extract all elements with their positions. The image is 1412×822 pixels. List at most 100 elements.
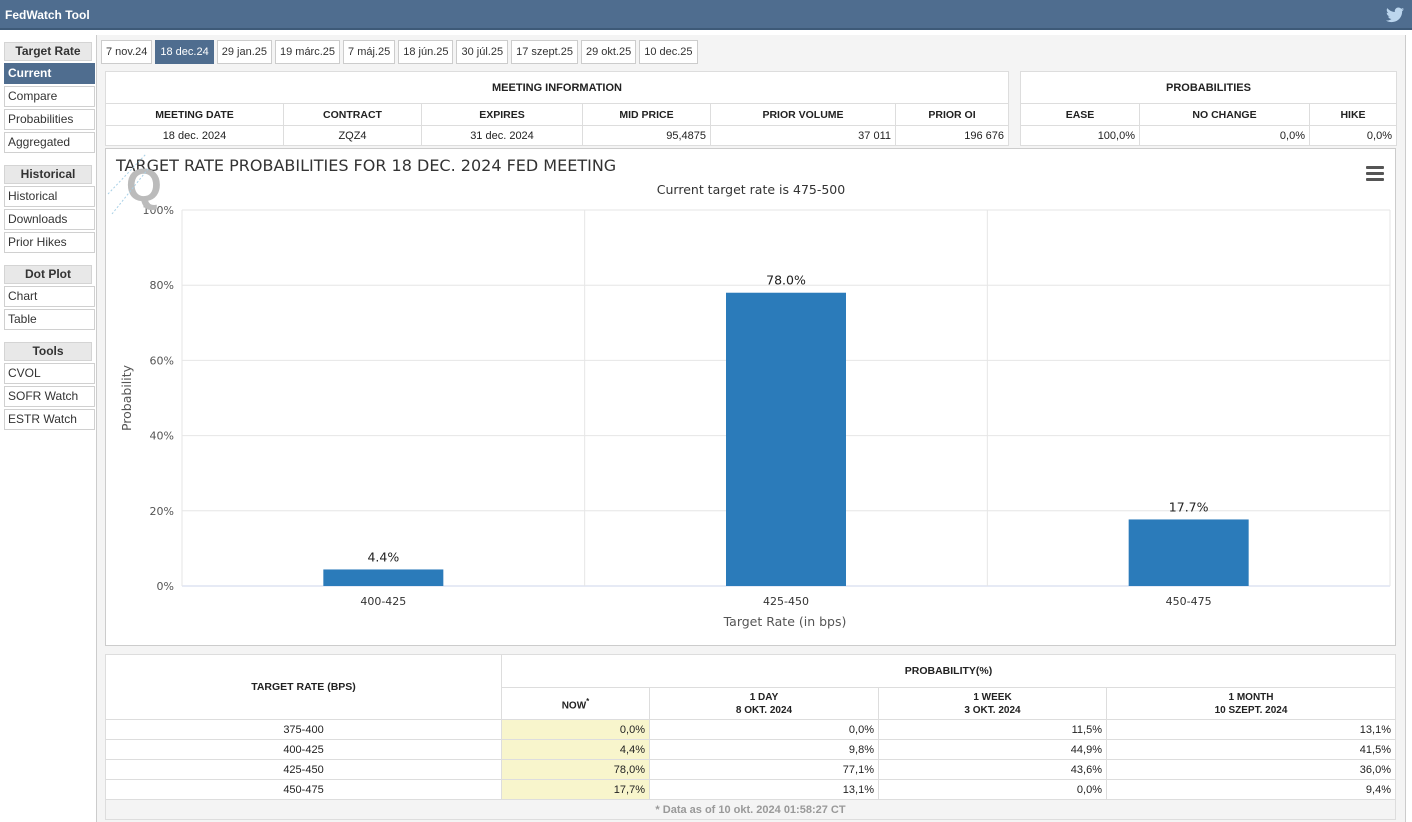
value-cell: 17,7% [501, 779, 650, 800]
table-row: 425-450 78,0% 77,1% 43,6% 36,0% [105, 759, 1396, 780]
y-tick-label: 60% [150, 354, 174, 367]
sidebar-header-target-rate[interactable]: Target Rate [4, 42, 92, 61]
tab-meeting-active[interactable]: 18 dec.24 [155, 40, 214, 64]
table-row: 450-475 17,7% 13,1% 0,0% 9,4% [105, 779, 1396, 800]
value-cell: 0,0% [878, 779, 1107, 800]
value-cell: 13,1% [1106, 719, 1396, 740]
data-timestamp-footnote: * Data as of 10 okt. 2024 01:58:27 CT [105, 800, 1396, 820]
column-header: EASE [1020, 103, 1140, 126]
hike-value: 0,0% [1309, 125, 1397, 146]
sidebar-item-current[interactable]: Current [4, 63, 95, 84]
column-header-now: NOW* [501, 687, 650, 720]
sidebar-item-sofr-watch[interactable]: SOFR Watch [4, 386, 95, 407]
probabilities-header: PROBABILITIES [1020, 71, 1397, 104]
sidebar-item-historical[interactable]: Historical [4, 186, 95, 207]
tab-meeting[interactable]: 19 márc.25 [274, 40, 341, 64]
value-cell: 36,0% [1106, 759, 1396, 780]
svg-text:Q: Q [126, 159, 162, 211]
tab-meeting[interactable]: 30 júl.25 [456, 40, 509, 64]
bar [323, 569, 444, 586]
y-tick-label: 100% [143, 204, 174, 217]
tab-meeting[interactable]: 29 okt.25 [580, 40, 637, 64]
column-header: HIKE [1309, 103, 1397, 126]
sidebar-item-compare[interactable]: Compare [4, 86, 95, 107]
no-change-value: 0,0% [1139, 125, 1310, 146]
chart-title: TARGET RATE PROBABILITIES FOR 18 DEC. 20… [115, 156, 616, 175]
tab-meeting[interactable]: 18 jún.25 [398, 40, 454, 64]
tab-meeting[interactable]: 7 máj.25 [343, 40, 396, 64]
column-header: CONTRACT [283, 103, 422, 126]
probabilities-table: PROBABILITIES EASE NO CHANGE HIKE 100,0%… [1020, 71, 1397, 146]
y-tick-label: 40% [150, 430, 174, 443]
value-cell: 9,4% [1106, 779, 1396, 800]
value-cell: 4,4% [501, 739, 650, 760]
column-header: NO CHANGE [1139, 103, 1310, 126]
sidebar-item-prior-hikes[interactable]: Prior Hikes [4, 232, 95, 253]
chart-container: TARGET RATE PROBABILITIES FOR 18 DEC. 20… [105, 148, 1396, 646]
chart-menu-icon[interactable] [1366, 166, 1384, 181]
sidebar-header-dot-plot[interactable]: Dot Plot [4, 265, 92, 284]
sidebar-item-estr-watch[interactable]: ESTR Watch [4, 409, 95, 430]
value-cell: 77,1% [649, 759, 879, 780]
prior-oi-value: 196 676 [895, 125, 1009, 146]
sidebar-item-chart[interactable]: Chart [4, 286, 95, 307]
sidebar-header-historical[interactable]: Historical [4, 165, 92, 184]
table-row: 375-400 0,0% 0,0% 11,5% 13,1% [105, 719, 1396, 740]
rate-cell: 450-475 [105, 779, 502, 800]
tab-meeting[interactable]: 29 jan.25 [216, 40, 272, 64]
tab-meeting[interactable]: 10 dec.25 [639, 40, 698, 64]
value-cell: 43,6% [878, 759, 1107, 780]
rate-cell: 375-400 [105, 719, 502, 740]
sidebar-item-cvol[interactable]: CVOL [4, 363, 95, 384]
twitter-icon[interactable] [1386, 7, 1404, 23]
sidebar-header-tools[interactable]: Tools [4, 342, 92, 361]
probability-bar-chart: TARGET RATE PROBABILITIES FOR 18 DEC. 20… [115, 156, 1391, 629]
quikstrike-logo-icon: Q [107, 153, 162, 215]
y-tick-label: 0% [157, 580, 174, 593]
column-header-1-day: 1 DAY 8 OKT. 2024 [649, 687, 879, 720]
title-bar: FedWatch Tool [0, 0, 1412, 30]
y-tick-label: 80% [150, 279, 174, 292]
mid-price-value: 95,4875 [582, 125, 711, 146]
value-cell: 0,0% [501, 719, 650, 740]
column-header: PRIOR OI [895, 103, 1009, 126]
x-tick-label: 450-475 [1166, 595, 1212, 608]
bar [726, 292, 846, 586]
probability-group-header: PROBABILITY(%) [501, 654, 1396, 688]
meeting-date-value: 18 dec. 2024 [105, 125, 284, 146]
app-title: FedWatch Tool [5, 8, 90, 22]
sidebar-item-downloads[interactable]: Downloads [4, 209, 95, 230]
x-tick-label: 400-425 [360, 595, 406, 608]
value-cell: 13,1% [649, 779, 879, 800]
sidebar: Target Rate Current Compare Probabilitie… [4, 40, 96, 430]
prior-volume-value: 37 011 [710, 125, 896, 146]
sidebar-item-aggregated[interactable]: Aggregated [4, 132, 95, 153]
y-axis-label: Probability [119, 364, 134, 431]
x-tick-label: 425-450 [763, 595, 809, 608]
value-cell: 0,0% [649, 719, 879, 740]
value-cell: 41,5% [1106, 739, 1396, 760]
value-cell: 44,9% [878, 739, 1107, 760]
rate-cell: 400-425 [105, 739, 502, 760]
tab-meeting[interactable]: 17 szept.25 [511, 40, 578, 64]
target-rate-column-header: TARGET RATE (BPS) [105, 654, 502, 720]
data-label: 17.7% [1169, 499, 1209, 514]
meeting-tabs: 7 nov.24 18 dec.24 29 jan.25 19 márc.25 … [101, 40, 701, 64]
main-content: 7 nov.24 18 dec.24 29 jan.25 19 márc.25 … [96, 35, 1406, 822]
bar [1128, 519, 1249, 586]
tab-meeting[interactable]: 7 nov.24 [101, 40, 153, 64]
sidebar-item-table[interactable]: Table [4, 309, 95, 330]
value-cell: 11,5% [878, 719, 1107, 740]
column-header: PRIOR VOLUME [710, 103, 896, 126]
data-label: 4.4% [367, 549, 399, 564]
column-header-1-month: 1 MONTH 10 SZEPT. 2024 [1106, 687, 1396, 720]
column-header: MID PRICE [582, 103, 711, 126]
x-axis-label: Target Rate (in bps) [723, 614, 847, 629]
column-header: MEETING DATE [105, 103, 284, 126]
value-cell: 78,0% [501, 759, 650, 780]
expires-value: 31 dec. 2024 [421, 125, 583, 146]
sidebar-item-probabilities[interactable]: Probabilities [4, 109, 95, 130]
chart-subtitle: Current target rate is 475-500 [657, 182, 845, 197]
y-tick-label: 20% [150, 505, 174, 518]
table-row: 400-425 4,4% 9,8% 44,9% 41,5% [105, 739, 1396, 760]
